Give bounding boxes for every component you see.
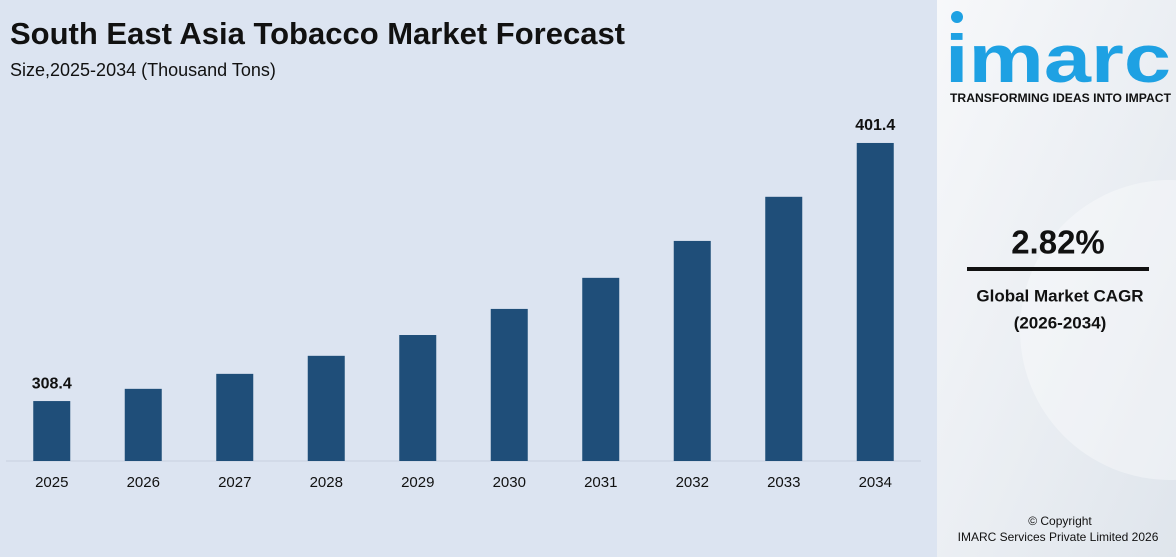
x-tick-label: 2026 bbox=[127, 474, 160, 491]
cagr-value: 2.82% bbox=[1011, 224, 1105, 261]
bar bbox=[307, 355, 345, 461]
bar bbox=[673, 240, 711, 461]
x-tick-label: 2027 bbox=[218, 474, 251, 491]
x-tick-label: 2032 bbox=[676, 474, 709, 491]
cagr-period: (2026-2034) bbox=[1014, 313, 1107, 332]
logo: imarc bbox=[945, 21, 1171, 97]
company: IMARC Services Private Limited 2026 bbox=[958, 530, 1159, 544]
x-tick-label: 2030 bbox=[493, 474, 526, 491]
value-label: 308.4 bbox=[32, 375, 72, 392]
tagline: TRANSFORMING IDEAS INTO IMPACT bbox=[950, 91, 1172, 105]
chart-title: South East Asia Tobacco Market Forecast bbox=[10, 16, 625, 51]
bar bbox=[765, 196, 803, 461]
x-tick-label: 2034 bbox=[859, 474, 892, 491]
decoration bbox=[1020, 180, 1176, 480]
value-label: 401.4 bbox=[855, 117, 895, 134]
bar bbox=[582, 277, 620, 461]
bar bbox=[33, 401, 71, 461]
bar bbox=[856, 142, 894, 461]
x-tick-label: 2028 bbox=[310, 474, 343, 491]
x-tick-label: 2031 bbox=[584, 474, 617, 491]
bar bbox=[216, 373, 254, 461]
sidebar-background bbox=[937, 0, 1176, 557]
cagr-label: Global Market CAGR bbox=[976, 286, 1143, 305]
bar bbox=[490, 308, 528, 461]
x-tick-label: 2033 bbox=[767, 474, 800, 491]
bar bbox=[124, 388, 162, 461]
x-tick-label: 2029 bbox=[401, 474, 434, 491]
x-tick-label: 2025 bbox=[35, 474, 68, 491]
bar bbox=[399, 335, 437, 461]
chart-subtitle: Size,2025-2034 (Thousand Tons) bbox=[10, 60, 276, 80]
logo-dot bbox=[951, 11, 963, 23]
copyright: © Copyright bbox=[1028, 514, 1092, 528]
